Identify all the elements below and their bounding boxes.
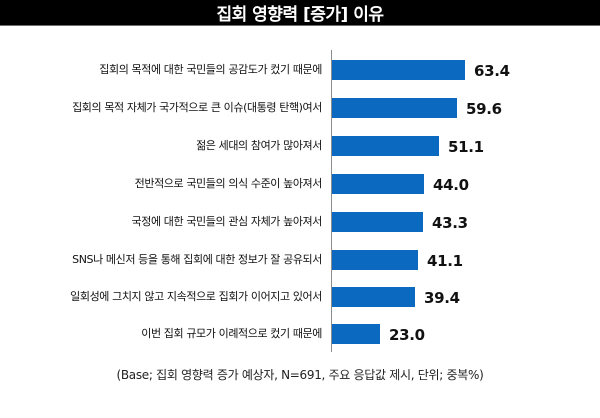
- bar-row: 이번 집회 규모가 이례적으로 컸기 때문에 23.0: [0, 324, 600, 344]
- value-label: 39.4: [424, 289, 460, 307]
- value-label: 43.3: [432, 214, 468, 232]
- bar-row: 집회의 목적에 대한 국민들의 공감도가 컸기 때문에 63.4: [0, 60, 600, 80]
- category-label: 전반적으로 국민들의 의식 수준이 높아져서: [134, 177, 323, 190]
- category-label: 이번 집회 규모가 이례적으로 컸기 때문에: [141, 327, 322, 340]
- category-label: 국정에 대한 국민들의 관심 자체가 높아져서: [131, 215, 323, 228]
- value-label: 23.0: [389, 326, 425, 344]
- value-label: 44.0: [433, 176, 469, 194]
- bar: [332, 136, 439, 156]
- chart-title: 집회 영향력 [증가] 이유: [216, 5, 384, 25]
- value-label: 41.1: [427, 252, 463, 270]
- value-label: 63.4: [474, 62, 510, 80]
- bar-row: 집회의 목적 자체가 국가적으로 큰 이슈(대통령 탄핵)여서 59.6: [0, 98, 600, 118]
- bar: [332, 287, 415, 307]
- value-label: 59.6: [466, 100, 502, 118]
- bar: [332, 250, 418, 270]
- category-label: SNS나 메신저 등을 통해 집회에 대한 정보가 잘 공유되서: [72, 253, 322, 266]
- chart-title-bar: 집회 영향력 [증가] 이유: [0, 0, 600, 26]
- bar-row: 일회성에 그치지 않고 지속적으로 집회가 이어지고 있어서 39.4: [0, 287, 600, 307]
- bar-row: 젊은 세대의 참여가 많아져서 51.1: [0, 136, 600, 156]
- chart-footnote: (Base; 집회 영향력 증가 예상자, N=691, 주요 응답값 제시, …: [116, 368, 484, 382]
- y-axis-line: [331, 50, 332, 352]
- bar: [332, 60, 465, 80]
- category-label: 젊은 세대의 참여가 많아져서: [196, 139, 322, 152]
- bar-row: 국정에 대한 국민들의 관심 자체가 높아져서 43.3: [0, 212, 600, 232]
- category-label: 집회의 목적에 대한 국민들의 공감도가 컸기 때문에: [99, 63, 322, 76]
- category-label: 집회의 목적 자체가 국가적으로 큰 이슈(대통령 탄핵)여서: [72, 101, 322, 114]
- bar: [332, 98, 457, 118]
- bar-row: 전반적으로 국민들의 의식 수준이 높아져서 44.0: [0, 174, 600, 194]
- value-label: 51.1: [448, 138, 484, 156]
- bar-row: SNS나 메신저 등을 통해 집회에 대한 정보가 잘 공유되서 41.1: [0, 250, 600, 270]
- bar: [332, 212, 423, 232]
- bar: [332, 324, 380, 344]
- bar: [332, 174, 424, 194]
- category-label: 일회성에 그치지 않고 지속적으로 집회가 이어지고 있어서: [70, 290, 322, 303]
